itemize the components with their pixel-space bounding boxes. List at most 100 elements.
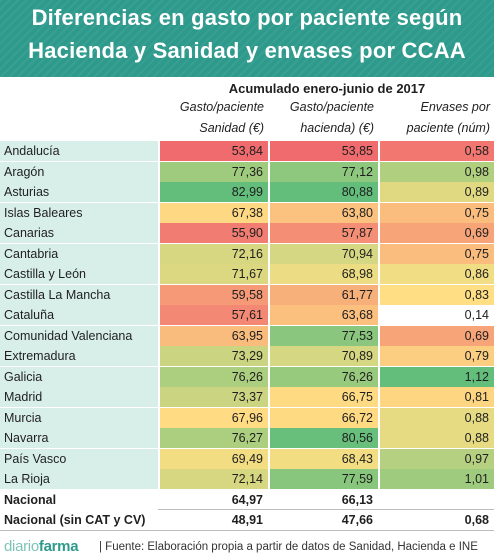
table-row: Navarra 76,27 80,56 0,88 xyxy=(0,428,494,449)
total-hacienda-value: 47,66 xyxy=(341,513,373,527)
sanidad-value: 82,99 xyxy=(160,182,268,202)
region-name: Navarra xyxy=(0,428,158,448)
title-banner: Diferencias en gasto por paciente según … xyxy=(0,0,494,77)
sanidad-value: 55,90 xyxy=(160,223,268,243)
column-header-sanidad-line2: Sanidad (€) xyxy=(199,121,264,135)
column-header-sanidad-line1: Gasto/paciente xyxy=(179,100,264,114)
region-name: Aragón xyxy=(0,161,158,182)
sanidad-value: 73,37 xyxy=(160,387,268,407)
diariofarma-logo: diariofarma xyxy=(4,538,79,555)
total-name: Nacional xyxy=(0,489,158,510)
table-row: Cantabria 72,16 70,94 0,75 xyxy=(0,243,494,264)
envases-value: 0,69 xyxy=(380,325,494,346)
sanidad-value: 76,26 xyxy=(160,366,268,387)
hacienda-value: 63,68 xyxy=(270,305,378,325)
region-name: Comunidad Valenciana xyxy=(0,325,158,346)
hacienda-value: 68,98 xyxy=(270,264,378,284)
hacienda-value: 57,87 xyxy=(270,223,378,243)
hacienda-value: 70,94 xyxy=(270,243,378,264)
envases-value: 1,12 xyxy=(380,366,494,387)
table-row: Asturias 82,99 80,88 0,89 xyxy=(0,182,494,203)
region-name: La Rioja xyxy=(0,469,158,489)
title-line-2: Hacienda y Sanidad y envases por CCAA xyxy=(28,38,466,63)
hacienda-value: 61,77 xyxy=(270,284,378,305)
sanidad-value: 63,95 xyxy=(160,325,268,346)
envases-value: 0,89 xyxy=(380,182,494,202)
total-row: Nacional (sin CAT y CV) 48,91 47,66 0,68 xyxy=(0,510,494,531)
envases-value: 0,86 xyxy=(380,264,494,284)
table-row: Canarias 55,90 57,87 0,69 xyxy=(0,223,494,244)
total-sanidad-value: 64,97 xyxy=(231,492,263,507)
sanidad-value: 69,49 xyxy=(160,448,268,469)
title-line-1: Diferencias en gasto por paciente según xyxy=(31,5,463,30)
table-row: Comunidad Valenciana 63,95 77,53 0,69 xyxy=(0,325,494,346)
sanidad-value: 53,84 xyxy=(160,141,268,161)
total-name: Nacional (sin CAT y CV) xyxy=(0,510,158,530)
total-envases-value: 0,68 xyxy=(464,513,489,527)
envases-value: 0,83 xyxy=(380,284,494,305)
table-row: Castilla La Mancha 59,58 61,77 0,83 xyxy=(0,284,494,305)
hacienda-value: 77,12 xyxy=(270,161,378,182)
sanidad-value: 72,16 xyxy=(160,243,268,264)
sanidad-value: 67,96 xyxy=(160,407,268,428)
envases-value: 0,69 xyxy=(380,223,494,243)
region-name: Extremadura xyxy=(0,346,158,366)
envases-value: 0,97 xyxy=(380,448,494,469)
envases-value: 0,98 xyxy=(380,161,494,182)
table-row: Madrid 73,37 66,75 0,81 xyxy=(0,387,494,408)
envases-value: 0,88 xyxy=(380,428,494,448)
footer: diariofarma | Fuente: Elaboración propia… xyxy=(0,536,494,558)
source-note: | Fuente: Elaboración propia a partir de… xyxy=(99,541,478,553)
table-row: Islas Baleares 67,38 63,80 0,75 xyxy=(0,202,494,223)
region-name: Castilla La Mancha xyxy=(0,284,158,305)
hacienda-value: 53,85 xyxy=(270,141,378,161)
sanidad-value: 77,36 xyxy=(160,161,268,182)
table-row: Andalucía 53,84 53,85 0,58 xyxy=(0,141,494,162)
table-row: Murcia 67,96 66,72 0,88 xyxy=(0,407,494,428)
region-name: Madrid xyxy=(0,387,158,407)
sanidad-value: 73,29 xyxy=(160,346,268,366)
data-table: Andalucía 53,84 53,85 0,58 Aragón 77,36 77,12 0… xyxy=(0,141,494,531)
sanidad-value: 76,27 xyxy=(160,428,268,448)
hacienda-value: 70,89 xyxy=(270,346,378,366)
hacienda-value: 66,75 xyxy=(270,387,378,407)
envases-value: 0,75 xyxy=(380,202,494,223)
envases-value: 0,58 xyxy=(380,141,494,161)
sanidad-value: 59,58 xyxy=(160,284,268,305)
table-row: Cataluña 57,61 63,68 0,14 xyxy=(0,305,494,326)
region-name: País Vasco xyxy=(0,448,158,469)
table-row: La Rioja 72,14 77,59 1,01 xyxy=(0,469,494,490)
column-header-hacienda-line2: hacienda) (€) xyxy=(300,121,374,135)
region-name: Canarias xyxy=(0,223,158,243)
region-name: Andalucía xyxy=(0,141,158,161)
region-name: Asturias xyxy=(0,182,158,202)
region-name: Cantabria xyxy=(0,243,158,264)
column-header-envases-line1: Envases por xyxy=(420,100,490,114)
envases-value: 0,88 xyxy=(380,407,494,428)
hacienda-value: 76,26 xyxy=(270,366,378,387)
region-name: Castilla y León xyxy=(0,264,158,284)
table-row: Galicia 76,26 76,26 1,12 xyxy=(0,366,494,387)
table-row: Extremadura 73,29 70,89 0,79 xyxy=(0,346,494,367)
sanidad-value: 72,14 xyxy=(160,469,268,489)
total-hacienda-value: 66,13 xyxy=(341,492,373,507)
region-name: Cataluña xyxy=(0,305,158,325)
sanidad-value: 67,38 xyxy=(160,202,268,223)
envases-value: 0,75 xyxy=(380,243,494,264)
region-name: Murcia xyxy=(0,407,158,428)
hacienda-value: 77,59 xyxy=(270,469,378,489)
envases-value: 1,01 xyxy=(380,469,494,489)
total-row: Nacional 64,97 66,13 xyxy=(0,489,494,510)
hacienda-value: 66,72 xyxy=(270,407,378,428)
table-row: Aragón 77,36 77,12 0,98 xyxy=(0,161,494,182)
hacienda-value: 63,80 xyxy=(270,202,378,223)
hacienda-value: 80,88 xyxy=(270,182,378,202)
column-header-envases: Envases por paciente (núm) xyxy=(380,97,490,139)
envases-value: 0,81 xyxy=(380,387,494,407)
table-row: País Vasco 69,49 68,43 0,97 xyxy=(0,448,494,469)
region-name: Galicia xyxy=(0,366,158,387)
column-header-hacienda-line1: Gasto/paciente xyxy=(289,100,374,114)
period-label: Acumulado enero-junio de 2017 xyxy=(228,81,426,96)
envases-value: 0,79 xyxy=(380,346,494,366)
envases-value: 0,14 xyxy=(380,305,494,325)
